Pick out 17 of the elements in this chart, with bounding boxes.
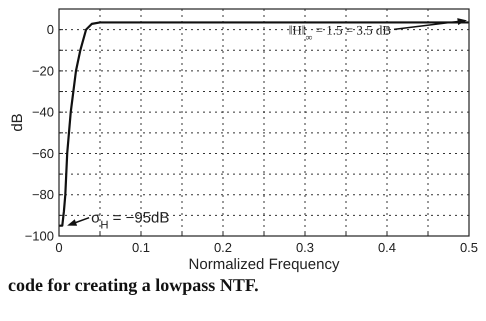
x-axis-title: Normalized Frequency — [188, 256, 340, 273]
y-tick-label: −20 — [32, 63, 54, 78]
y-tick-label: −80 — [32, 187, 54, 202]
annotation: σ$_{H}$ = −95dB — [91, 210, 170, 232]
y-tick-label: −40 — [32, 104, 54, 120]
y-tick-label: 0 — [46, 22, 54, 38]
x-tick-label: 0.4 — [378, 240, 396, 255]
x-tick-label: 0.1 — [132, 240, 150, 255]
x-tick-label: 0.2 — [214, 240, 232, 255]
line-series — [58, 21, 470, 227]
annotation: ‖H‖$_{∞}$ = 1.5 = 3.5 dB — [288, 22, 392, 43]
y-tick-label: −100 — [24, 228, 54, 244]
x-tick-label: 0.5 — [460, 240, 478, 255]
y-tick-label: −60 — [32, 146, 54, 161]
y-axis-title: dB — [9, 113, 26, 132]
text: code for creating a lowpass NTF. — [8, 275, 259, 295]
x-tick-label: 0.3 — [296, 240, 314, 255]
